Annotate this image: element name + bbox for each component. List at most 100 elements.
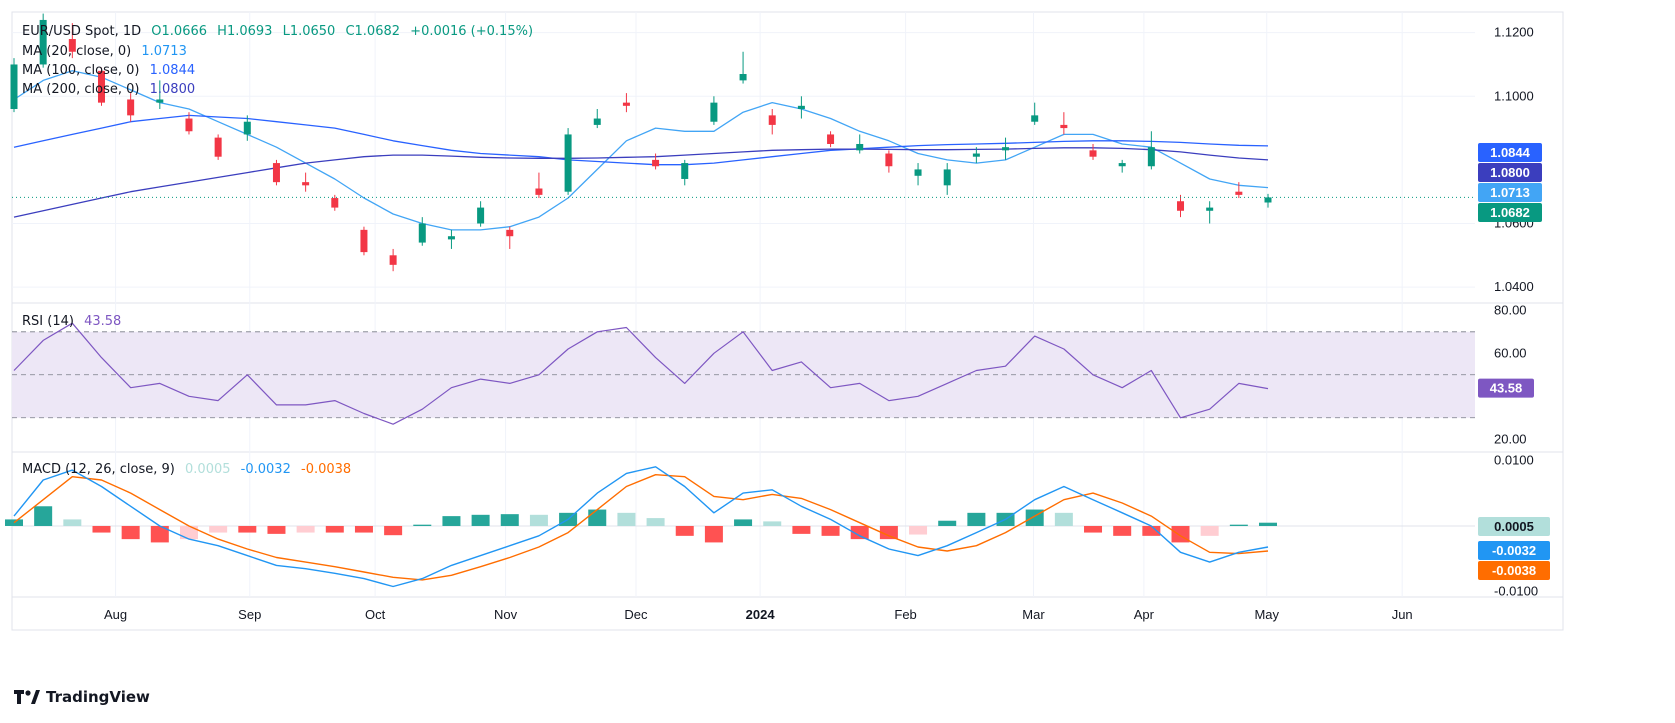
macd-hist-bar [121, 525, 140, 540]
candle-body [10, 64, 18, 109]
macd-hist-bar [209, 525, 228, 533]
candle-body [710, 102, 718, 122]
rsi-value: 43.58 [84, 314, 122, 329]
candle-body [593, 118, 601, 125]
candle-body [302, 182, 310, 186]
macd-hist-bar [850, 525, 869, 540]
change-value: +0.0016 (+0.15%) [410, 24, 534, 39]
time-tick-label: Nov [494, 607, 518, 622]
chart-frame [11, 11, 1564, 631]
candle-body [914, 169, 922, 176]
price-label-text: 1.0682 [1490, 205, 1530, 220]
macd-hist-bar [704, 525, 723, 543]
candle-body [535, 188, 543, 195]
ma100-legend[interactable]: MA (100, close, 0) 1.0844 [22, 63, 195, 78]
time-tick-label: May [1254, 607, 1279, 622]
macd-hist-bar [1229, 524, 1248, 526]
rsi-legend[interactable]: RSI (14) 43.58 [22, 314, 121, 329]
rsi-value-box [1478, 378, 1534, 398]
high-value: H1.0693 [217, 24, 273, 39]
macd-line-value: -0.0032 [240, 462, 291, 477]
price-tick-label: 1.0400 [1494, 279, 1534, 294]
candle-body [214, 137, 222, 157]
rsi-value-text: 43.58 [1490, 381, 1523, 396]
candle-body [418, 223, 426, 243]
candle-body [1031, 115, 1039, 122]
candle-body [127, 99, 135, 116]
macd-value-text: -0.0032 [1492, 543, 1536, 558]
candle-body [243, 121, 251, 135]
macd-hist-bar [763, 521, 782, 526]
price-label-text: 1.0713 [1490, 185, 1530, 200]
rsi-tick-label: 60.00 [1494, 345, 1527, 360]
macd-hist-bar [909, 525, 928, 535]
ma20-label: MA (20, close, 0) [22, 44, 132, 59]
macd-hist-bar [879, 525, 898, 540]
macd-hist-bar [63, 519, 82, 526]
macd-hist-bar [1084, 525, 1103, 533]
price-tick-label: 1.1200 [1494, 25, 1534, 40]
candle-body [827, 134, 835, 144]
candle-body [1060, 124, 1068, 129]
macd-hist-bar [1113, 525, 1132, 536]
candle-body [856, 143, 864, 151]
time-tick-label: Oct [365, 607, 386, 622]
candle-body [1235, 191, 1243, 195]
price-label-box [1478, 143, 1542, 162]
price-label-box [1478, 183, 1542, 202]
macd-hist-bar [267, 525, 286, 534]
price-label-text: 1.0800 [1490, 165, 1530, 180]
macd-hist-bar [967, 512, 986, 526]
candle-body [1089, 150, 1097, 157]
rsi-tick-label: 80.00 [1494, 302, 1527, 317]
macd-hist-bar [179, 525, 198, 540]
macd-hist-bar [734, 519, 753, 526]
macd-tick-label: -0.0100 [1494, 584, 1538, 599]
rsi-line [13, 322, 1269, 425]
macd-hist-bar [442, 516, 461, 526]
time-tick-label: Apr [1134, 607, 1155, 622]
macd-hist-bar [529, 514, 548, 526]
ma20-value: 1.0713 [141, 44, 187, 59]
macd-signal-line [13, 474, 1269, 581]
macd-hist-bar [617, 512, 636, 526]
candle-body [156, 99, 164, 103]
price-label-box [1478, 203, 1542, 222]
macd-tick-label: 0.0100 [1494, 452, 1534, 467]
candle-body [360, 229, 368, 253]
low-value: L1.0650 [282, 24, 336, 39]
candle-body [681, 163, 689, 179]
ma200-value: 1.0800 [149, 82, 196, 97]
candle-body [885, 153, 893, 167]
macd-value-text: 0.0005 [1494, 519, 1534, 534]
macd-hist-bar [1259, 522, 1277, 526]
macd-hist-bar [384, 525, 403, 536]
macd-legend[interactable]: MACD (12, 26, close, 9) 0.0005 -0.0032 -… [22, 462, 351, 477]
close-value: C1.0682 [345, 24, 401, 39]
price-label-text: 1.0844 [1490, 145, 1531, 160]
candle-body [943, 169, 951, 186]
time-tick-label: 2024 [746, 607, 776, 622]
candle-body [1147, 147, 1155, 167]
candle-body [477, 207, 485, 224]
ma200-legend[interactable]: MA (200, close, 0) 1.0800 [22, 82, 195, 97]
macd-hist-bar [471, 514, 490, 526]
candle-body [652, 159, 660, 167]
tradingview-brand[interactable]: TradingView [14, 688, 150, 706]
candle-body [622, 102, 630, 106]
ma20-legend[interactable]: MA (20, close, 0) 1.0713 [22, 44, 187, 59]
macd-hist-bar [792, 525, 811, 534]
open-value: O1.0666 [151, 24, 208, 39]
rsi-label: RSI (14) [22, 314, 74, 329]
ma100-label: MA (100, close, 0) [22, 63, 140, 78]
tradingview-logo-icon [14, 690, 40, 704]
candle-body [768, 115, 776, 125]
candle-body [506, 229, 514, 237]
macd-hist-bar [675, 525, 694, 536]
macd-hist-bar [1200, 525, 1219, 536]
candle-body [1002, 147, 1010, 151]
candle-body [39, 19, 47, 65]
macd-hist-bar [821, 525, 840, 536]
macd-hist-bar [938, 520, 957, 526]
